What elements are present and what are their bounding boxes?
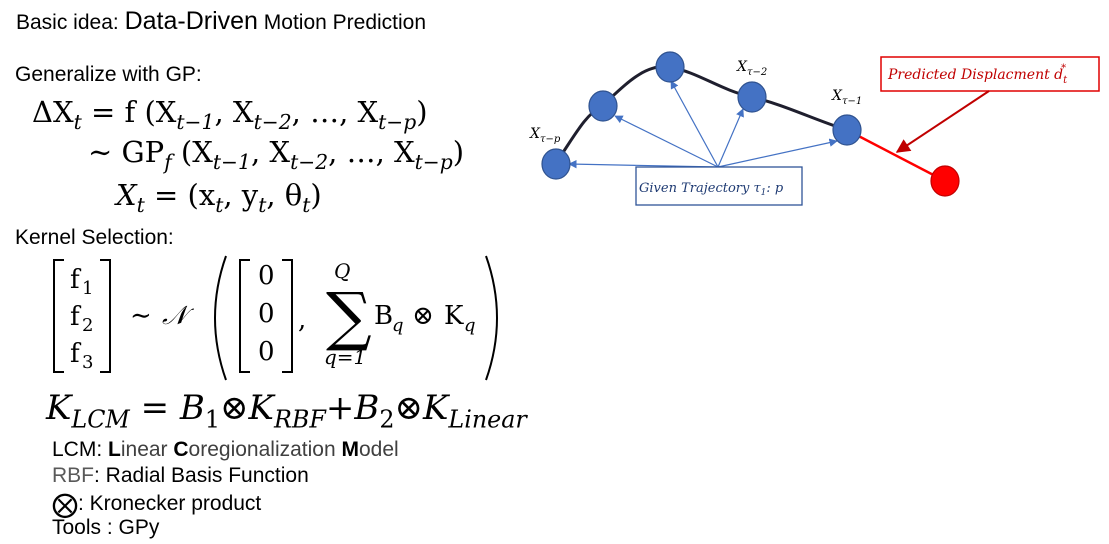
sum-symbol: ∑	[326, 280, 372, 354]
predicted-node	[930, 165, 960, 197]
equation-gp: ∼ GPf (Xt−1, Xt−2, …, Xt−p)	[88, 135, 465, 175]
kronecker-icon: ⨂	[52, 490, 78, 520]
trajectory-node	[832, 114, 862, 146]
trajectory-node	[655, 51, 685, 83]
title-emphasis: Data-Driven	[124, 7, 258, 35]
kronecker-definition: ⨂: Kronecker product	[52, 490, 262, 520]
zero-left-bracket	[239, 259, 250, 373]
f3-index: 3	[82, 352, 93, 373]
k-letter: K	[444, 301, 464, 331]
arrow-to-node-2	[614, 115, 719, 168]
predicted-displacement-box	[880, 56, 1100, 92]
trajectory-node	[541, 148, 571, 180]
b-index: q	[392, 315, 404, 336]
trajectory-node	[588, 90, 618, 122]
f2-index: 2	[82, 315, 93, 336]
f3-letter: f	[70, 339, 82, 369]
trajectory-diagram: Xτ−p Xτ−2 Xτ−1 Given Trajectory τ1: p Pr…	[529, 51, 1100, 206]
gp-heading: Generalize with GP:	[15, 63, 202, 86]
given-trajectory-box	[635, 166, 803, 206]
given-trajectory-label: Given Trajectory τ1: p	[639, 181, 784, 198]
zero-2: 0	[258, 299, 275, 329]
otimes-symbol: ⊗	[412, 301, 434, 331]
sum-upper: Q	[334, 259, 350, 283]
label-x-tau-p: Xτ−p	[529, 126, 561, 145]
outer-left-paren	[214, 255, 227, 381]
b-letter: B	[374, 301, 393, 331]
slide-title: Basic idea: Data-Driven Motion Predictio…	[16, 7, 426, 36]
k-index: q	[464, 315, 476, 336]
rbf-definition: RBF: Radial Basis Function	[52, 464, 309, 487]
trajectory-node	[737, 81, 767, 113]
klcm-equation: KLCM = B1⊗KRBF+B2⊗KLinear	[46, 388, 527, 434]
zero-1: 0	[258, 261, 275, 291]
f1-letter: f	[70, 265, 82, 295]
label-x-tau-2: Xτ−2	[736, 59, 767, 78]
arrow-to-node-3	[670, 80, 719, 168]
normal-symbol: 𝒩	[162, 301, 195, 331]
outer-right-paren	[485, 255, 498, 381]
predicted-displacement-label: Predicted Displacment dt*	[887, 63, 1068, 86]
f1-index: 1	[82, 278, 93, 299]
title-suffix: Motion Prediction	[257, 11, 427, 34]
predicted-path	[846, 128, 946, 183]
lcm-definition: LCM: Linear Coregionalization Model	[52, 438, 399, 461]
arrow-to-node-4	[717, 108, 744, 168]
equation-delta-x: ΔXt = f (Xt−1, Xt−2, …, Xt−p)	[32, 95, 428, 135]
svg-text:,: ,	[298, 305, 306, 335]
kernel-heading: Kernel Selection:	[15, 226, 174, 249]
sum-lower: q=1	[324, 345, 366, 369]
zero-right-bracket	[282, 259, 293, 373]
arrow-to-node-5	[717, 138, 838, 168]
kernel-distribution-equation: f 1 f 2 f 3 ∼ 𝒩 0 0 0 , ∑ Q q=1 B q ⊗ K …	[53, 255, 498, 381]
tools-line: Tools : GPy	[52, 516, 160, 539]
left-bracket	[53, 259, 64, 373]
zero-3: 0	[258, 337, 275, 367]
equation-state: Xt = (xt, yt, θt)	[116, 178, 322, 218]
predicted-arrow	[895, 90, 990, 153]
sim-symbol: ∼	[130, 301, 152, 331]
title-prefix: Basic idea:	[16, 11, 125, 34]
right-bracket	[100, 259, 111, 373]
label-x-tau-1: Xτ−1	[831, 88, 862, 107]
f2-letter: f	[70, 302, 82, 332]
